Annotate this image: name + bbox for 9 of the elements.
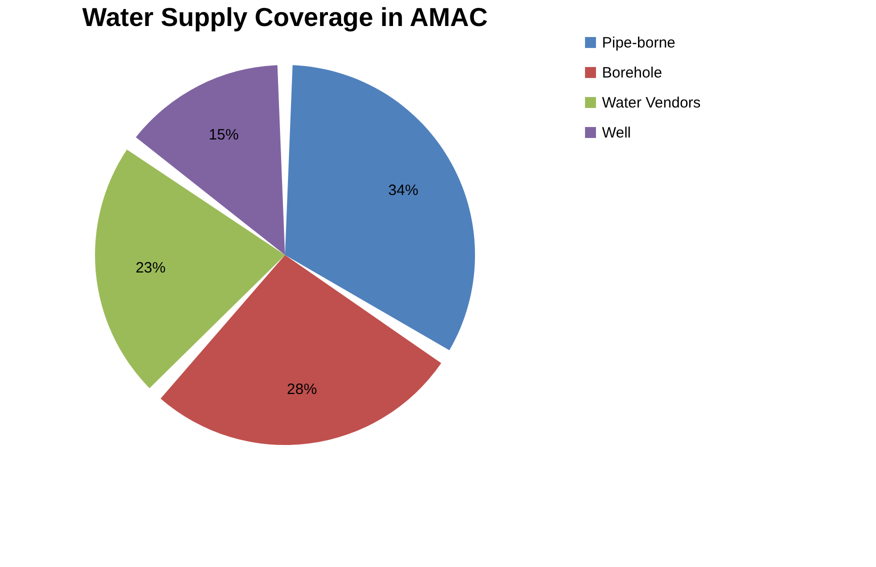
legend-label: Pipe-borne — [602, 34, 676, 52]
data-label: 28% — [286, 380, 317, 398]
chart-title: Water Supply Coverage in AMAC — [82, 2, 488, 32]
legend-label: Water Vendors — [602, 94, 701, 112]
data-label: 23% — [136, 260, 166, 277]
data-label: 34% — [388, 182, 418, 199]
data-label: 15% — [208, 126, 239, 144]
legend-label: Well — [602, 124, 631, 142]
legend-label: Borehole — [602, 64, 662, 82]
